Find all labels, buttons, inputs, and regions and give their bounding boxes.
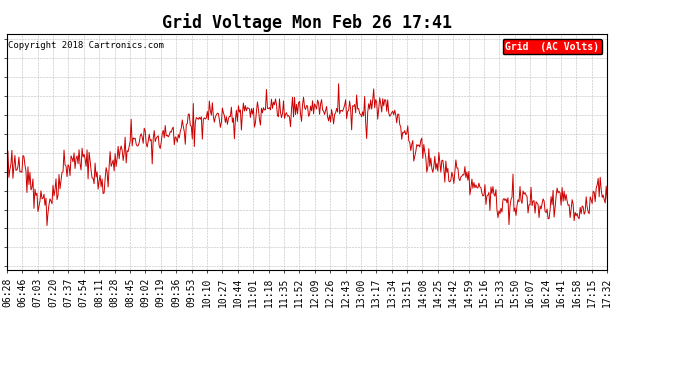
Grid  (AC Volts) — [603, 197, 611, 201]
Grid  (AC Volts) — [275, 97, 284, 101]
Grid  (AC Volts) — [406, 140, 414, 145]
Grid  (AC Volts) — [359, 110, 367, 114]
Line: Grid  (AC Volts): Grid (AC Volts) — [7, 84, 607, 225]
Grid  (AC Volts) — [158, 131, 166, 136]
Grid  (AC Volts) — [110, 169, 118, 173]
Text: Copyright 2018 Cartronics.com: Copyright 2018 Cartronics.com — [8, 41, 164, 50]
Grid  (AC Volts) — [3, 162, 11, 166]
Grid  (AC Volts) — [43, 223, 51, 228]
Grid  (AC Volts) — [335, 81, 343, 86]
Title: Grid Voltage Mon Feb 26 17:41: Grid Voltage Mon Feb 26 17:41 — [162, 13, 452, 32]
Grid  (AC Volts) — [457, 175, 465, 179]
Legend: Grid  (AC Volts): Grid (AC Volts) — [502, 39, 602, 54]
